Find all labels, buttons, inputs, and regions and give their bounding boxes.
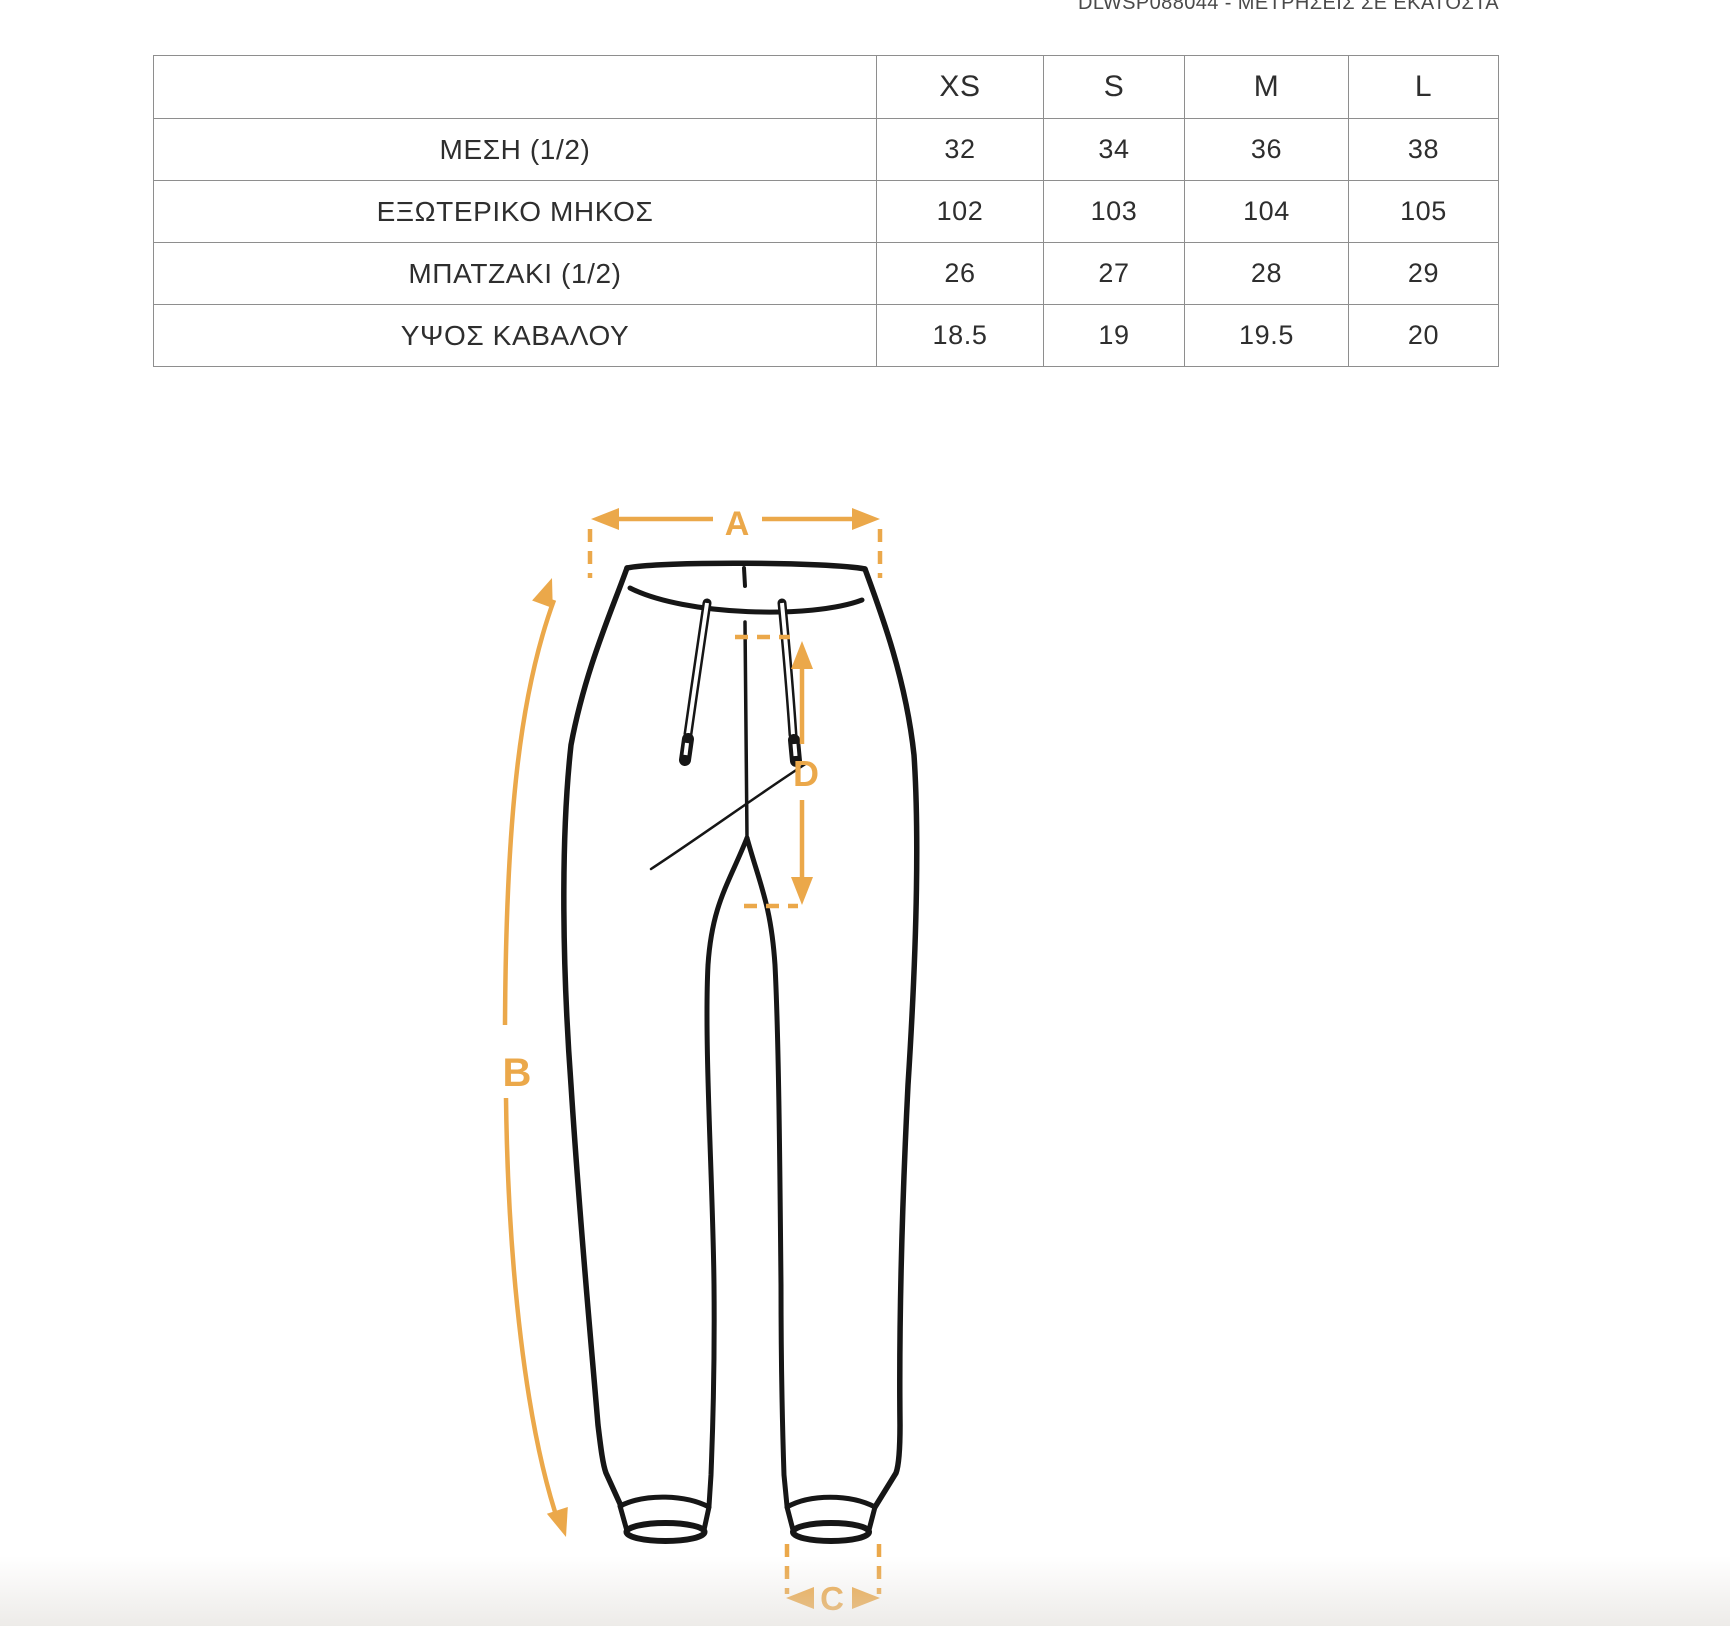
cell-value: 104 xyxy=(1184,180,1349,243)
left-outer-seam xyxy=(561,565,630,1509)
left-cuff xyxy=(617,1494,712,1544)
cell-value: 29 xyxy=(1348,242,1499,305)
cell-value: 102 xyxy=(876,180,1044,243)
cell-value: 26 xyxy=(876,242,1044,305)
left-inseam xyxy=(704,835,750,1509)
cell-value: 18.5 xyxy=(876,304,1044,367)
row-label: ΥΨΟΣ ΚΑΒΑΛΟΥ xyxy=(153,304,877,367)
size-col-xs: XS xyxy=(876,55,1044,119)
cell-value: 20 xyxy=(1348,304,1499,367)
cell-value: 38 xyxy=(1348,118,1499,181)
right-outer-seam xyxy=(862,566,920,1510)
waistband-bottom-edge xyxy=(627,585,865,615)
table-row-crotch-height: ΥΨΟΣ ΚΑΒΑΛΟΥ 18.5 19 19.5 20 xyxy=(153,304,1499,367)
dim-label-b: B xyxy=(503,1051,532,1095)
size-col-l: L xyxy=(1348,55,1499,119)
cell-value: 19.5 xyxy=(1184,304,1349,367)
cell-value: 36 xyxy=(1184,118,1349,181)
arrowhead-down xyxy=(546,1506,577,1541)
size-table-corner-cell xyxy=(153,55,877,119)
dim-label-d: D xyxy=(793,753,819,794)
cell-value: 27 xyxy=(1043,242,1185,305)
row-label: ΜΠΑΤΖΑΚΙ (1/2) xyxy=(153,242,877,305)
arrowhead-left xyxy=(786,1587,814,1609)
drawstring-right xyxy=(777,598,802,767)
dimension-c-leg-opening: C xyxy=(784,1544,882,1617)
cell-value: 105 xyxy=(1348,180,1499,243)
arrowhead-down xyxy=(791,877,813,905)
waistband-top-edge xyxy=(624,560,868,572)
dim-label-c: C xyxy=(820,1580,844,1617)
table-row-leg-opening: ΜΠΑΤΖΑΚΙ (1/2) 26 27 28 29 xyxy=(153,242,1499,305)
dim-label-a: A xyxy=(725,505,750,543)
arrowhead-right xyxy=(852,1587,880,1609)
right-cuff xyxy=(784,1494,878,1544)
right-inseam xyxy=(744,835,790,1509)
arrowhead-right xyxy=(852,508,880,530)
center-front-line xyxy=(743,620,749,840)
dimension-b-outer-length: B xyxy=(503,574,577,1541)
drawstring-left xyxy=(679,598,712,766)
crease-slash xyxy=(649,761,809,871)
size-table-header-row: XS S M L xyxy=(153,55,1499,119)
cell-value: 103 xyxy=(1043,180,1185,243)
size-table: XS S M L ΜΕΣΗ (1/2) 32 34 36 38 ΕΞΩΤΕΡΙΚ… xyxy=(153,55,1499,367)
table-row-waist: ΜΕΣΗ (1/2) 32 34 36 38 xyxy=(153,118,1499,181)
dimension-d-crotch-height: D xyxy=(735,634,819,909)
arrowhead-up xyxy=(791,641,813,669)
cell-value: 28 xyxy=(1184,242,1349,305)
arrowhead-left xyxy=(591,508,619,530)
cell-value: 19 xyxy=(1043,304,1185,367)
cell-value: 34 xyxy=(1043,118,1185,181)
page-title: DLWSP088044 - ΜΕΤΡΗΣΕΙΣ ΣΕ ΕΚΑΤΟΣΤΑ xyxy=(1078,0,1499,14)
pants-sketch xyxy=(561,560,920,1544)
waistband-center-seam xyxy=(742,566,747,588)
arrowhead-up xyxy=(532,574,563,609)
dimension-a-waist: A xyxy=(587,505,883,578)
